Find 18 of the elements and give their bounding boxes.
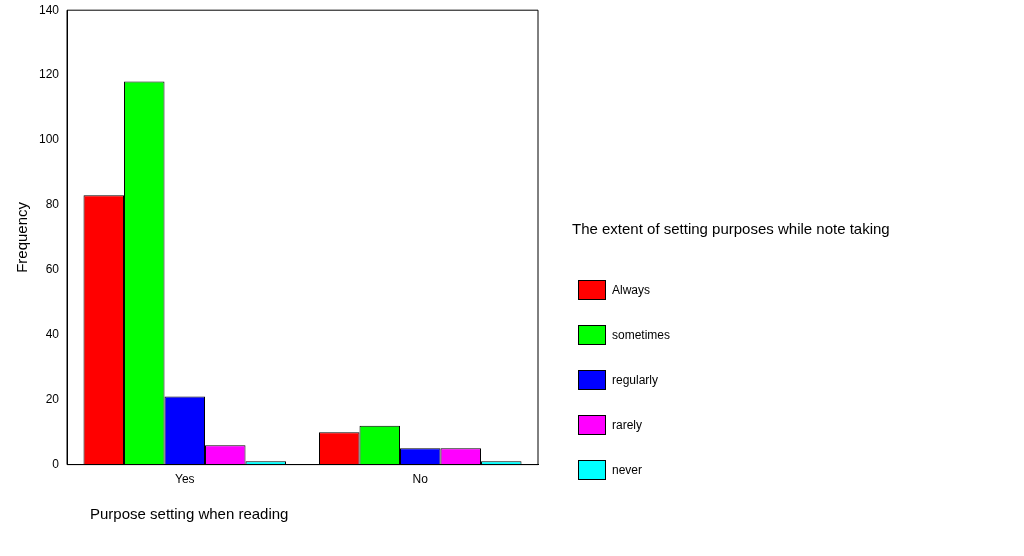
legend-label: sometimes xyxy=(612,327,671,342)
legend-label: Always xyxy=(612,282,651,297)
x-tick-label: No xyxy=(412,472,429,487)
legend-label: rarely xyxy=(612,417,643,432)
y-tick-label: 20 xyxy=(45,392,60,406)
y-tick-label: 80 xyxy=(45,197,60,212)
x-axis-title: Purpose setting when reading xyxy=(90,505,289,522)
y-tick-label: 0 xyxy=(52,456,60,471)
x-tick-label: Yes xyxy=(174,472,195,487)
legend-label: never xyxy=(612,462,643,477)
y-tick-label: 60 xyxy=(45,262,60,277)
y-tick-label: 120 xyxy=(38,67,60,82)
y-tick-label: 40 xyxy=(45,327,60,342)
legend-title: The extent of setting purposes while note taking xyxy=(572,220,890,237)
y-tick-label: 140 xyxy=(38,2,60,17)
y-axis-title: Frequency xyxy=(13,201,31,273)
y-tick-label: 100 xyxy=(38,132,60,147)
legend-label: regularly xyxy=(612,372,659,387)
